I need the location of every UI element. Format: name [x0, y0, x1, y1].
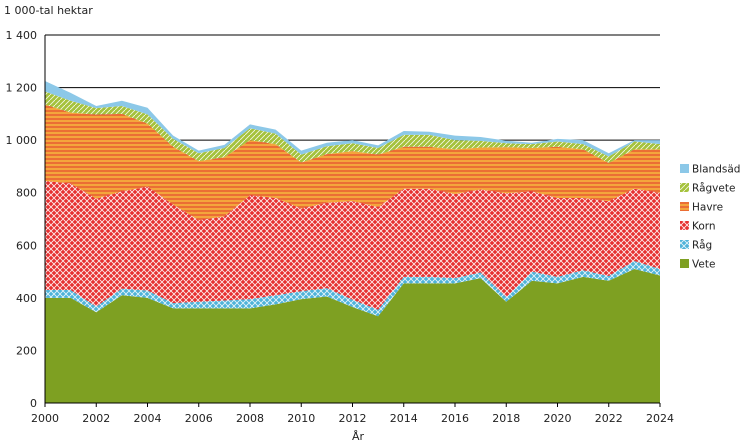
legend-swatch-rag: [680, 240, 689, 249]
legend-label-rag: Råg: [692, 239, 712, 252]
y-tick-label: 1 200: [6, 82, 38, 95]
x-tick-label: 2022: [595, 412, 623, 425]
x-tick-label: 2002: [82, 412, 110, 425]
y-tick-label: 1 400: [6, 29, 38, 42]
area-blandsad: [45, 81, 660, 157]
y-tick-label: 400: [16, 292, 37, 305]
x-tick-labels: 2000 2002 2004 2006 2008 2010 2012 2014 2016 2018…: [31, 403, 674, 425]
legend-label-vete: Vete: [692, 259, 715, 271]
area-korn: [45, 180, 660, 310]
x-tick-label: 2014: [390, 412, 418, 425]
legend-swatch-vete: [680, 259, 689, 268]
legend-swatch-ragvete: [680, 183, 689, 192]
y-tick-label: 800: [16, 187, 37, 200]
area-ragvete: [45, 91, 660, 164]
legend-label-ragvete: Rågvete: [692, 182, 735, 195]
y-tick-labels: 0 200 400 600 800 1 000 1 200 1 400: [6, 29, 38, 410]
legend-swatch-korn: [680, 221, 689, 230]
area-series: [45, 81, 660, 403]
x-tick-label: 2010: [287, 412, 315, 425]
legend-swatch-blandsad: [680, 164, 689, 173]
area-vete: [45, 268, 660, 403]
y-tick-label: 200: [16, 344, 37, 357]
legend-swatch-havre: [680, 202, 689, 211]
legend: Blandsäd Rågvete Havre Korn Råg Vete: [680, 164, 740, 271]
legend-label-blandsad: Blandsäd: [692, 164, 740, 176]
x-tick-label: 2012: [339, 412, 367, 425]
x-tick-label: 2000: [31, 412, 59, 425]
x-tick-label: 2024: [646, 412, 674, 425]
legend-label-havre: Havre: [692, 202, 723, 214]
x-tick-label: 2008: [236, 412, 264, 425]
area-havre: [45, 104, 660, 221]
x-axis-title: År: [352, 430, 365, 443]
y-tick-label: 600: [16, 239, 37, 252]
x-tick-label: 2020: [544, 412, 572, 425]
x-tick-label: 2006: [185, 412, 213, 425]
x-tick-label: 2004: [134, 412, 162, 425]
y-axis-unit-label: 1 000-tal hektar: [4, 4, 93, 17]
area-rag: [45, 261, 660, 317]
y-tick-label: 1 000: [6, 134, 38, 147]
x-tick-label: 2016: [441, 412, 469, 425]
y-tick-label: 0: [30, 397, 37, 410]
x-tick-label: 2018: [492, 412, 520, 425]
legend-label-korn: Korn: [692, 221, 716, 233]
